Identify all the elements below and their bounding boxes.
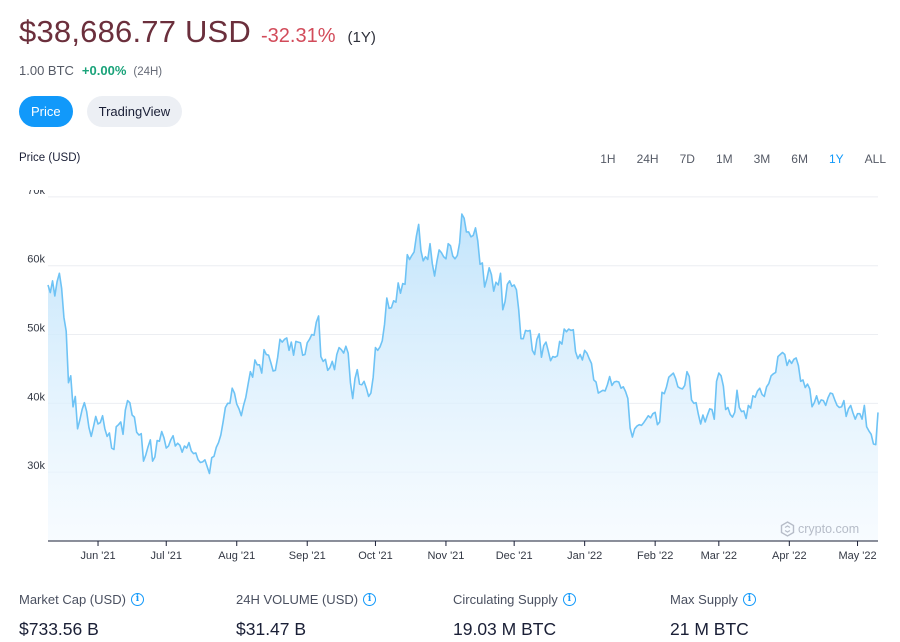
stat-label: 24H VOLUME (USD) <box>236 592 359 607</box>
x-tick-label: Aug '21 <box>218 550 255 562</box>
x-tick-label: Mar '22 <box>701 550 737 562</box>
info-icon[interactable]: i <box>562 593 576 606</box>
crypto-com-watermark: crypto.com <box>780 521 859 537</box>
range-1m[interactable]: 1M <box>715 152 733 166</box>
range-24h[interactable]: 24H <box>636 152 659 166</box>
stat-value: $733.56 B <box>19 619 99 639</box>
price-line <box>47 213 879 475</box>
range-7d[interactable]: 7D <box>679 152 695 166</box>
chart-title: Price (USD) <box>19 152 81 164</box>
stat-value: 21 M BTC <box>670 619 749 639</box>
stat-volume-24h: 24H VOLUME (USD) i $31.47 B <box>236 592 377 640</box>
stat-label: Max Supply <box>670 592 738 607</box>
btc-amount: 1.00 BTC <box>19 63 74 78</box>
stat-value: 19.03 M BTC <box>453 619 557 639</box>
y-tick-label: 70k <box>27 190 45 197</box>
stat-label: Market Cap (USD) <box>19 592 126 607</box>
tab-price[interactable]: Price <box>19 96 73 127</box>
x-tick-label: Apr '22 <box>772 550 807 562</box>
range-selector: 1H 24H 7D 1M 3M 6M 1Y ALL <box>600 152 886 166</box>
range-6m[interactable]: 6M <box>791 152 808 166</box>
x-tick-label: May '22 <box>838 550 876 562</box>
range-3m[interactable]: 3M <box>753 152 771 166</box>
price-chart[interactable]: 30k 40k 50k 60k 70k Jun '21 Jul '21 Aug '21 Sep… <box>0 190 900 570</box>
range-all[interactable]: ALL <box>864 152 886 166</box>
x-tick-label: Sep '21 <box>289 550 326 562</box>
price-change-percent: -32.31% <box>261 25 336 47</box>
range-1y[interactable]: 1Y <box>828 152 844 166</box>
crypto-com-logo-icon <box>780 521 795 537</box>
x-tick-label: Nov '21 <box>427 550 464 562</box>
y-tick-label: 40k <box>27 391 45 403</box>
x-axis-ticks: Jun '21 Jul '21 Aug '21 Sep '21 Oct '21 Nov '… <box>80 541 877 562</box>
stat-label: Circulating Supply <box>453 592 558 607</box>
x-tick-label: Jul '21 <box>151 550 182 562</box>
price-header: $38,686.77 USD -32.31% (1Y) <box>19 14 376 50</box>
x-tick-label: Dec '21 <box>496 550 533 562</box>
btc-change-24h-tag: (24H) <box>133 66 163 78</box>
stat-circulating-supply: Circulating Supply i 19.03 M BTC <box>453 592 576 640</box>
y-tick-label: 30k <box>27 460 45 472</box>
price-area <box>48 214 878 541</box>
x-tick-label: Feb '22 <box>637 550 673 562</box>
y-tick-label: 50k <box>27 323 45 335</box>
y-axis-ticks: 30k 40k 50k 60k 70k <box>27 190 45 472</box>
x-tick-label: Jun '21 <box>80 550 115 562</box>
btc-change-24h: +0.00% <box>81 63 127 78</box>
info-icon[interactable]: i <box>363 593 377 606</box>
change-period: (1Y) <box>347 29 376 46</box>
stat-max-supply: Max Supply i 21 M BTC <box>670 592 756 640</box>
watermark-text: crypto.com <box>798 522 860 536</box>
x-tick-label: Oct '21 <box>358 550 393 562</box>
stat-market-cap: Market Cap (USD) i $733.56 B <box>19 592 144 640</box>
info-icon[interactable]: i <box>742 593 756 606</box>
stat-value: $31.47 B <box>236 619 307 639</box>
tab-tradingview[interactable]: TradingView <box>86 96 183 127</box>
btc-subline: 1.00 BTC +0.00% (24H) <box>19 63 162 78</box>
y-tick-label: 60k <box>27 254 45 266</box>
range-1h[interactable]: 1H <box>600 152 616 166</box>
info-icon[interactable]: i <box>130 593 144 606</box>
current-price: $38,686.77 USD <box>19 14 252 49</box>
chart-tabs: Price TradingView <box>19 96 183 127</box>
x-tick-label: Jan '22 <box>567 550 602 562</box>
